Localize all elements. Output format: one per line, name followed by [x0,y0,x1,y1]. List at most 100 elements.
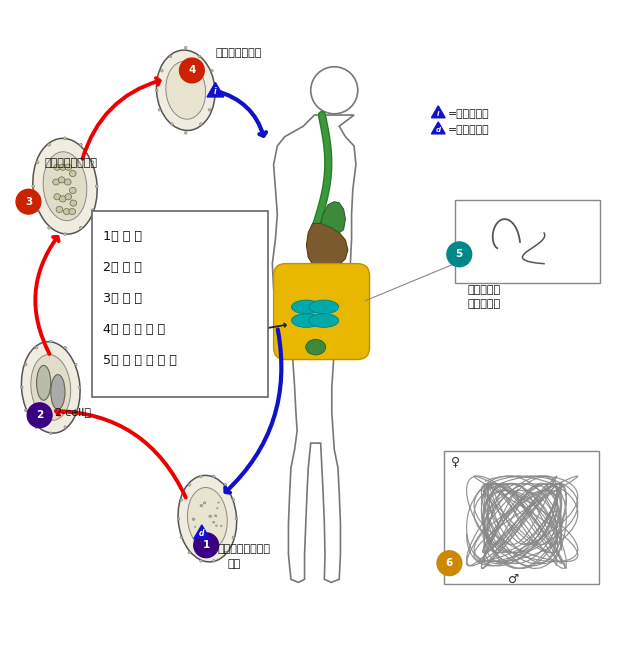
Polygon shape [431,106,445,118]
Circle shape [64,426,66,428]
Circle shape [158,109,160,111]
Circle shape [35,346,38,349]
Text: 4、 直 肠 脱 出: 4、 直 肠 脱 出 [103,324,165,337]
Circle shape [235,518,238,520]
Circle shape [79,143,82,146]
Circle shape [36,209,39,212]
Circle shape [64,233,66,236]
Circle shape [208,109,210,111]
Ellipse shape [200,505,203,506]
Polygon shape [194,525,210,538]
Text: i: i [437,111,439,117]
Circle shape [180,58,204,83]
Polygon shape [306,223,348,270]
Circle shape [48,143,51,146]
Circle shape [20,386,23,389]
Polygon shape [207,83,224,97]
Text: 2: 2 [36,410,43,421]
Ellipse shape [59,164,66,171]
Text: 3: 3 [25,197,32,207]
Text: 3、 缺 血: 3、 缺 血 [103,292,142,305]
Circle shape [437,551,462,575]
Text: 5: 5 [456,249,463,259]
Text: 食入感染性虫卵: 食入感染性虫卵 [215,48,262,58]
Circle shape [180,499,183,501]
FancyBboxPatch shape [444,451,599,584]
Text: 2-cell期: 2-cell期 [54,407,92,417]
Ellipse shape [22,342,80,433]
Ellipse shape [54,194,61,200]
Text: 4: 4 [188,66,196,76]
Text: d: d [436,127,441,133]
Ellipse shape [56,206,63,212]
Ellipse shape [209,538,211,540]
Text: 1: 1 [202,540,210,550]
Ellipse shape [54,164,61,171]
Ellipse shape [43,152,87,221]
Circle shape [177,518,180,520]
Text: 2、 痢 疾: 2、 痢 疾 [103,262,142,275]
Text: 孵育成幼虫: 孵育成幼虫 [467,299,501,309]
Circle shape [64,346,66,349]
Circle shape [91,161,94,163]
Circle shape [24,409,27,411]
Ellipse shape [309,300,339,314]
Circle shape [214,89,216,92]
Circle shape [50,432,52,434]
Ellipse shape [197,540,199,541]
Ellipse shape [309,314,339,327]
Text: =感染性阶段: =感染性阶段 [448,109,489,118]
Ellipse shape [210,540,212,541]
Circle shape [35,426,38,428]
Circle shape [32,185,35,187]
Text: 虫卵在小肠: 虫卵在小肠 [467,284,501,295]
Circle shape [24,363,27,366]
Circle shape [311,67,358,114]
Polygon shape [321,202,345,232]
FancyBboxPatch shape [455,200,600,283]
Text: 卵囊: 卵囊 [228,559,241,570]
Circle shape [232,536,235,538]
Ellipse shape [292,314,321,327]
Ellipse shape [201,533,204,535]
Circle shape [74,363,77,366]
Circle shape [184,46,187,49]
Circle shape [194,533,219,558]
Ellipse shape [292,300,321,314]
Ellipse shape [220,525,222,527]
Circle shape [171,123,173,126]
Circle shape [200,123,202,126]
Ellipse shape [31,355,71,421]
Circle shape [212,475,215,478]
Text: d: d [199,529,204,538]
Circle shape [200,475,202,478]
Ellipse shape [195,536,197,538]
Polygon shape [272,115,356,583]
Circle shape [180,536,183,538]
Circle shape [36,161,39,163]
Circle shape [155,89,158,92]
Ellipse shape [215,515,217,517]
Circle shape [211,70,214,72]
Circle shape [212,560,215,562]
Ellipse shape [65,194,72,200]
Text: i: i [214,87,217,96]
Ellipse shape [157,50,215,130]
Circle shape [161,70,163,72]
Ellipse shape [188,488,227,549]
Ellipse shape [178,475,236,562]
Circle shape [184,132,187,134]
Ellipse shape [217,508,218,509]
Ellipse shape [64,179,71,185]
Polygon shape [431,122,445,134]
Ellipse shape [194,526,196,527]
Circle shape [50,340,52,343]
Circle shape [200,560,202,562]
FancyBboxPatch shape [92,211,268,396]
Ellipse shape [53,179,59,185]
Ellipse shape [215,538,217,539]
Ellipse shape [37,365,51,400]
Circle shape [169,55,171,58]
Circle shape [74,409,77,411]
Ellipse shape [69,208,76,215]
